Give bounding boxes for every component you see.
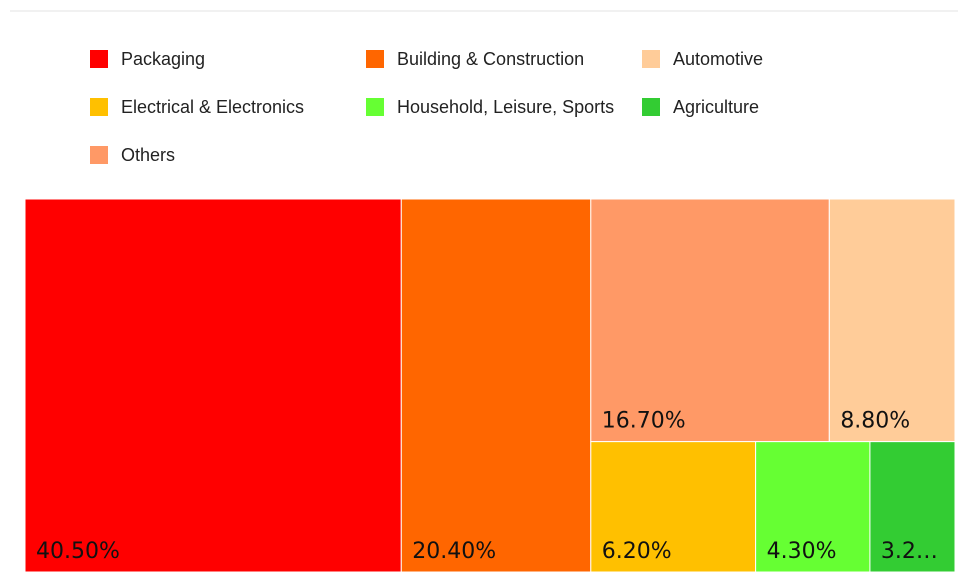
legend-label: Others (121, 145, 175, 165)
data-label: 16.70% (602, 409, 686, 434)
treemap-cell (755, 441, 871, 573)
data-label: 8.80% (840, 409, 910, 434)
legend-swatch (642, 98, 660, 116)
data-label: 20.40% (412, 539, 496, 564)
legend-label: Packaging (121, 49, 205, 69)
treemap-cell (400, 198, 592, 573)
data-label: 6.20% (602, 539, 672, 564)
legend-swatch (90, 98, 108, 116)
treemap-cell (590, 441, 757, 573)
data-label: 4.30% (767, 539, 837, 564)
legend-swatch (90, 146, 108, 164)
legend-swatch (366, 50, 384, 68)
legend-label: Electrical & Electronics (121, 97, 304, 117)
data-label: 3.2… (881, 539, 938, 564)
treemap-cell (869, 441, 956, 573)
treemap-cell (24, 198, 402, 573)
legend-label: Automotive (673, 49, 763, 69)
legend-label: Building & Construction (397, 49, 584, 69)
legend-label: Agriculture (673, 97, 759, 117)
legend-swatch (366, 98, 384, 116)
legend-swatch (90, 50, 108, 68)
treemap-cell (828, 198, 956, 443)
data-label: 40.50% (36, 539, 120, 564)
legend-label: Household, Leisure, Sports (397, 97, 614, 117)
treemap-cell (590, 198, 830, 443)
legend-swatch (642, 50, 660, 68)
